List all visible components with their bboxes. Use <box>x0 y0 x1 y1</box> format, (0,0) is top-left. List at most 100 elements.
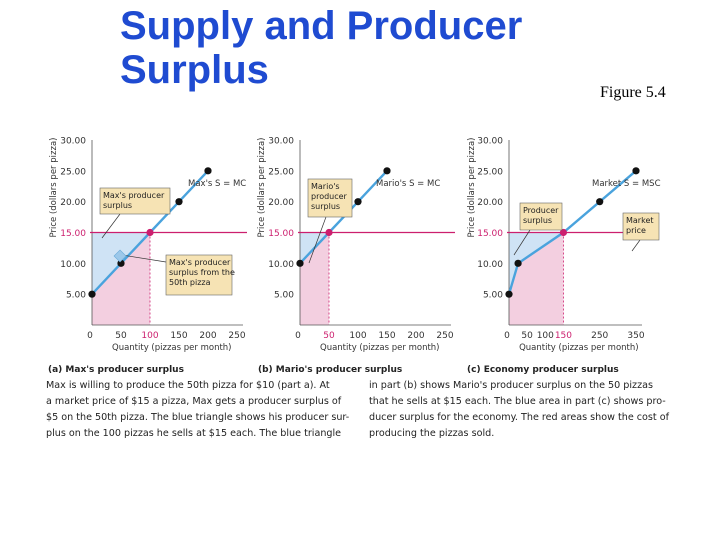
y-tick-label: 10.00 <box>60 260 86 270</box>
x-tick-label: 250 <box>591 331 608 341</box>
caption-right-line: that he sells at $15 each. The blue area… <box>369 396 666 407</box>
x-axis-label: Quantity (pizzas per month) <box>112 343 232 353</box>
data-point <box>88 290 96 298</box>
panel-title: (b) Mario's producer surplus <box>258 365 402 375</box>
callout-text: surplus from the <box>169 268 235 277</box>
figure-label: Figure 5.4 <box>600 84 666 101</box>
series-label: Max's S = MC <box>188 179 246 189</box>
x-tick-label: 50 <box>115 331 127 341</box>
callout-leader <box>308 216 327 264</box>
data-point <box>559 228 568 237</box>
x-axis-label: Quantity (pizzas per month) <box>320 343 440 353</box>
y-tick-label: 15.00 <box>268 229 294 239</box>
x-tick-label: 50 <box>323 331 335 341</box>
x-tick-label: 100 <box>141 331 158 341</box>
x-tick-label: 100 <box>349 331 366 341</box>
data-point <box>296 259 304 267</box>
callout-box <box>622 212 660 241</box>
callout-leader <box>631 239 641 252</box>
data-point <box>383 167 391 175</box>
x-tick-label: 150 <box>170 331 187 341</box>
y-axis-label: Price (dollars per pizza) <box>49 138 59 238</box>
callout-text: surplus <box>311 202 340 211</box>
caption-right: in part (b) shows Mario's producer surpl… <box>369 378 675 442</box>
cost-area <box>509 232 564 325</box>
caption-left-line: plus on the 100 pizzas he sells at $15 e… <box>46 428 342 439</box>
y-tick-label: 25.00 <box>60 167 86 177</box>
chart-panel-0: 5.00 10.00 15.00 20.00 25.00 30.00 0 50 100 150 20… <box>48 137 247 375</box>
caption-left: Max is willing to produce the 50th pizza… <box>46 378 352 442</box>
y-tick-label: 25.00 <box>477 167 503 177</box>
callout-box <box>307 178 353 218</box>
x-tick-label: 0 <box>87 331 93 341</box>
callout-leader <box>513 229 531 256</box>
y-tick-label: 30.00 <box>268 137 294 147</box>
slide-title-line-2: Surplus <box>120 48 269 92</box>
y-tick-label: 5.00 <box>483 291 503 301</box>
caption-left-line: Max is willing to produce the 50th pizza… <box>46 380 330 391</box>
y-tick-label: 20.00 <box>477 198 503 208</box>
callout-text: Mario's <box>311 182 340 191</box>
y-tick-label: 20.00 <box>268 198 294 208</box>
chart-panel-1: 5.00 10.00 15.00 20.00 25.00 30.00 0 50 100 150 20… <box>257 137 455 375</box>
data-point <box>596 198 604 206</box>
y-tick-label: 25.00 <box>268 167 294 177</box>
caption-right-line: ducer surplus for the economy. The red a… <box>369 412 669 423</box>
callout-leader <box>101 213 121 239</box>
caption-left-line: $5 on the 50th pizza. The blue triangle … <box>46 412 350 423</box>
caption-left-line: a market price of $15 a pizza, Max gets … <box>46 396 342 407</box>
x-tick-label: 100 <box>537 331 554 341</box>
y-tick-label: 10.00 <box>477 260 503 270</box>
slide-title-line-1: Supply and Producer <box>120 4 523 48</box>
callout-text: Producer <box>523 206 559 215</box>
series-label: Market S = MSC <box>592 179 661 189</box>
callout-text: Max's producer <box>169 258 231 267</box>
caption-right-line: producing the pizzas sold. <box>369 428 495 439</box>
x-tick-label: 250 <box>436 331 453 341</box>
chart-panel-2: 5.00 10.00 15.00 20.00 25.00 30.00 0 50 100 150 25… <box>467 137 661 376</box>
callout-leader <box>121 254 167 263</box>
y-tick-label: 30.00 <box>477 137 503 147</box>
y-tick-label: 15.00 <box>477 229 503 239</box>
y-axis-label: Price (dollars per pizza) <box>257 138 267 238</box>
cost-area <box>92 232 150 325</box>
x-tick-label: 150 <box>378 331 395 341</box>
callout-box <box>165 254 233 296</box>
x-tick-label: 0 <box>504 331 510 341</box>
callout-box <box>519 202 563 231</box>
callout-text: producer <box>311 192 348 201</box>
data-point <box>505 290 513 298</box>
callout-text: 50th pizza <box>169 278 211 287</box>
y-tick-label: 5.00 <box>66 291 86 301</box>
data-point <box>632 167 640 175</box>
y-tick-label: 10.00 <box>268 260 294 270</box>
x-tick-label: 200 <box>407 331 424 341</box>
y-tick-label: 20.00 <box>60 198 86 208</box>
callout-box <box>99 187 171 215</box>
y-tick-label: 15.00 <box>60 229 86 239</box>
callout-text: surplus <box>103 201 132 210</box>
data-point <box>514 259 522 267</box>
data-point <box>204 167 212 175</box>
x-tick-label: 50 <box>521 331 533 341</box>
data-point <box>325 228 333 237</box>
callout-text: price <box>626 226 646 235</box>
x-tick-label: 150 <box>555 331 572 341</box>
x-tick-label: 250 <box>228 331 245 341</box>
caption-right-line: in part (b) shows Mario's producer surpl… <box>369 380 654 391</box>
x-tick-label: 0 <box>295 331 301 341</box>
producer-surplus-area <box>509 232 564 295</box>
slide-title: Supply and Producer Surplus <box>120 4 590 92</box>
panel-title: (a) Max's producer surplus <box>48 365 184 375</box>
x-axis-label: Quantity (pizzas per month) <box>519 343 639 353</box>
callout-text: Max's producer <box>103 191 165 200</box>
data-point <box>175 198 183 206</box>
surplus-50th-marker-icon <box>113 249 127 263</box>
series-label: Mario's S = MC <box>376 179 440 189</box>
data-point <box>146 228 154 237</box>
x-tick-label: 200 <box>199 331 216 341</box>
panel-title: (c) Economy producer surplus <box>467 365 619 375</box>
y-tick-label: 5.00 <box>274 291 294 301</box>
y-axis-label: Price (dollars per pizza) <box>467 138 477 238</box>
